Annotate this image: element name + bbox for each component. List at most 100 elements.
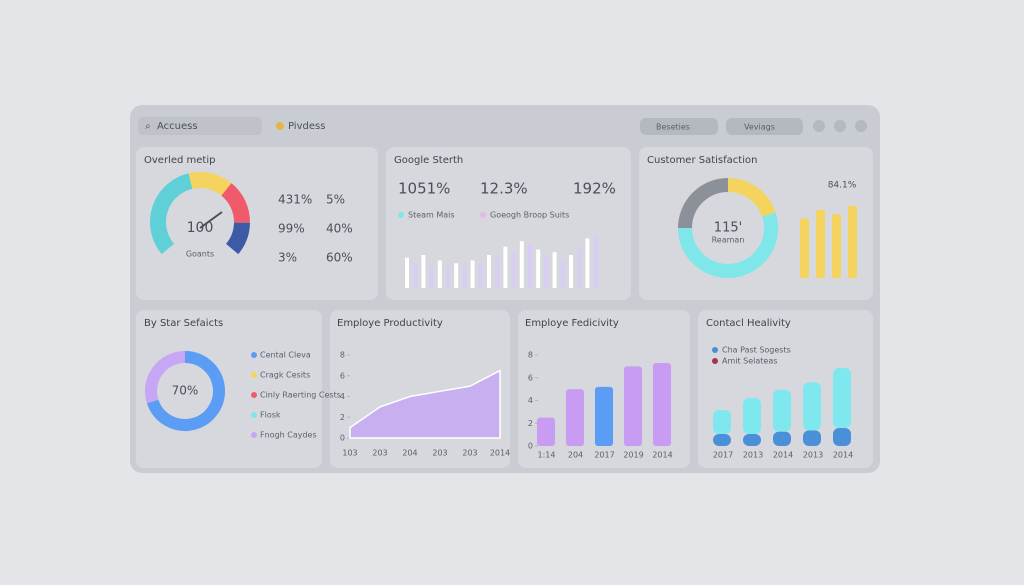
legend-dot: [712, 347, 718, 353]
legend-label: Flosk: [260, 411, 281, 420]
legend-dot: [712, 358, 718, 364]
legend-label: Cental Cleva: [260, 351, 311, 360]
icon-button[interactable]: [813, 120, 825, 132]
panel-title: Employe Fedicivity: [525, 318, 619, 329]
panel: [136, 310, 322, 468]
y-tick-label: 2: [528, 419, 533, 428]
x-tick-label: 2019: [623, 451, 643, 460]
x-tick-label: 2014: [490, 449, 510, 458]
bar-segment: [713, 434, 731, 446]
stat: 431%: [278, 193, 312, 207]
bar-segment: [833, 428, 851, 446]
y-tick-label: 8: [340, 351, 345, 360]
legend-label: Cha Past Sogests: [722, 346, 791, 355]
y-tick-label: 4: [528, 396, 533, 405]
ring-segment: [150, 173, 193, 255]
y-tick-label: 4: [340, 392, 345, 401]
stat: 3%: [278, 251, 297, 265]
bar: [593, 235, 598, 288]
bar: [528, 244, 532, 288]
ring-segment: [678, 178, 729, 229]
bar: [495, 257, 500, 288]
icon-button[interactable]: [855, 120, 867, 132]
legend-dot: [251, 392, 257, 398]
bar: [446, 268, 450, 288]
bar-segment: [743, 434, 761, 446]
y-tick-label: 2: [340, 413, 345, 422]
x-tick-label: 2017: [713, 451, 733, 460]
bar: [519, 241, 524, 288]
filter-text: Beseties: [656, 123, 690, 132]
bar: [560, 260, 565, 288]
filter-text: Veviags: [744, 123, 775, 132]
area: [349, 369, 501, 439]
x-tick-label: 2017: [594, 451, 614, 460]
panel-title: Customer Satisfaction: [647, 155, 757, 166]
panel-title: Employe Productivity: [337, 318, 443, 329]
bar: [544, 255, 549, 288]
x-tick-label: 2014: [773, 451, 793, 460]
donut-label: Reaman: [712, 236, 745, 245]
bar: [405, 257, 409, 288]
stat: 99%: [278, 222, 305, 236]
x-tick-label: 204: [402, 449, 417, 458]
bar-segment: [713, 410, 731, 434]
x-tick-label: 204: [568, 451, 583, 460]
legend-dot: [480, 212, 486, 218]
x-tick-label: 203: [372, 449, 387, 458]
bar: [503, 246, 508, 288]
bar: [454, 263, 459, 288]
legend-dot: [251, 352, 257, 358]
bar: [437, 260, 442, 288]
ring-segment: [225, 222, 250, 255]
stat: 1051%: [398, 180, 450, 198]
bar: [566, 389, 584, 446]
panel: [698, 310, 873, 468]
bar: [511, 252, 516, 288]
search-icon: ⌕: [145, 121, 151, 132]
bar-segment: [773, 389, 791, 432]
y-tick-label: 6: [340, 371, 345, 380]
bar-segment: [773, 431, 791, 446]
panel-title: By Star Sefaicts: [144, 318, 223, 329]
bar: [536, 249, 541, 288]
brand-logo: [276, 122, 284, 130]
y-tick-label: 6: [528, 373, 533, 382]
x-tick-label: 2013: [743, 451, 763, 460]
stat: 12.3%: [480, 180, 528, 198]
bar: [413, 263, 418, 288]
x-tick-label: 103: [342, 449, 357, 458]
filter-button[interactable]: [726, 118, 803, 135]
bar: [421, 255, 426, 288]
ring-segment: [145, 351, 186, 404]
donut-value: 70%: [172, 384, 199, 398]
bar: [800, 218, 809, 278]
stat: 60%: [326, 251, 353, 265]
bar: [537, 417, 555, 446]
y-tick-label: 8: [528, 351, 533, 360]
filter-button[interactable]: [640, 118, 718, 135]
bar: [552, 252, 557, 288]
bar: [429, 266, 434, 288]
bar: [478, 263, 483, 288]
bar: [848, 205, 857, 278]
bar-segment: [833, 368, 851, 428]
y-tick-label: 0: [340, 434, 345, 443]
ring-segment: [188, 172, 232, 196]
legend-dot: [251, 432, 257, 438]
stat: 192%: [573, 180, 616, 198]
ring-segment: [221, 183, 250, 224]
gauge-needle: [199, 211, 223, 229]
legend-label: Amit Selateas: [722, 357, 777, 366]
icon-button[interactable]: [834, 120, 846, 132]
search-box[interactable]: [138, 117, 262, 135]
legend-dot: [251, 372, 257, 378]
donut-value: 115': [714, 221, 742, 236]
bar-segment: [743, 398, 761, 434]
x-tick-label: 2014: [652, 451, 672, 460]
x-tick-label: 203: [432, 449, 447, 458]
bar: [462, 266, 467, 288]
bar: [816, 210, 825, 278]
